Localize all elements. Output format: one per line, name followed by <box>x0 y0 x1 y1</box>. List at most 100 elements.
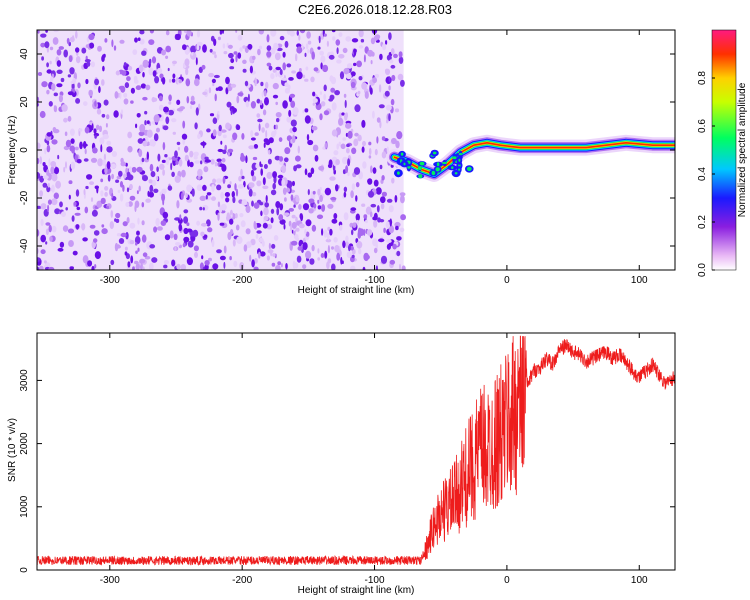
signal-blob-core <box>417 165 422 171</box>
noise-speck <box>322 64 329 73</box>
noise-speck <box>343 93 347 98</box>
noise-speck <box>260 168 264 176</box>
noise-speck <box>51 83 56 91</box>
noise-speck <box>388 205 394 213</box>
noise-speck <box>344 99 347 109</box>
noise-speck <box>239 47 243 52</box>
noise-speck <box>250 238 256 246</box>
noise-speck <box>317 248 320 254</box>
noise-speck <box>211 51 216 55</box>
noise-speck <box>156 127 160 133</box>
noise-speck <box>130 255 134 264</box>
noise-speck <box>401 265 406 270</box>
noise-speck <box>367 190 375 198</box>
noise-speck <box>270 30 277 37</box>
noise-speck <box>345 235 349 243</box>
noise-speck <box>272 171 277 179</box>
noise-speck <box>168 94 172 102</box>
noise-speck <box>176 200 180 209</box>
noise-speck <box>264 122 270 129</box>
noise-speck <box>314 154 319 162</box>
noise-speck <box>378 84 382 93</box>
noise-speck <box>52 37 59 45</box>
noise-speck <box>126 187 130 193</box>
noise-speck <box>342 137 347 141</box>
noise-speck <box>93 238 98 243</box>
noise-speck <box>398 51 403 58</box>
noise-speck <box>171 171 175 177</box>
noise-speck <box>291 240 298 246</box>
noise-speck <box>100 144 103 153</box>
noise-speck <box>102 134 109 140</box>
noise-speck <box>149 244 156 249</box>
noise-speck <box>114 218 117 222</box>
noise-speck <box>265 195 268 203</box>
noise-speck <box>91 240 97 249</box>
noise-speck <box>354 132 359 137</box>
noise-speck <box>141 234 147 243</box>
noise-speck <box>135 263 140 270</box>
noise-speck <box>106 140 112 146</box>
noise-speck <box>229 66 235 70</box>
noise-speck <box>298 34 301 41</box>
noise-speck <box>46 132 52 137</box>
noise-speck <box>225 87 229 95</box>
spectrogram-ytick-label: 0 <box>19 147 30 153</box>
noise-speck <box>255 163 259 169</box>
noise-speck <box>351 183 356 191</box>
noise-speck <box>386 54 392 61</box>
noise-speck <box>190 45 197 54</box>
noise-speck <box>50 166 55 175</box>
noise-speck <box>183 216 189 224</box>
noise-speck <box>249 65 253 74</box>
noise-speck <box>136 166 143 173</box>
noise-speck <box>97 158 103 167</box>
noise-speck <box>48 101 53 107</box>
noise-speck <box>341 112 345 116</box>
noise-speck <box>45 222 51 226</box>
noise-speck <box>156 166 159 172</box>
noise-speck <box>312 190 316 195</box>
noise-speck <box>330 177 335 181</box>
noise-speck <box>336 59 342 64</box>
noise-speck <box>396 250 401 257</box>
noise-speck <box>139 258 146 264</box>
noise-speck <box>132 49 138 55</box>
noise-speck <box>350 207 357 211</box>
noise-speck <box>275 101 279 106</box>
noise-speck <box>324 250 328 259</box>
noise-speck <box>94 251 101 260</box>
noise-speck <box>169 230 174 239</box>
noise-speck <box>326 40 329 47</box>
noise-speck <box>196 184 203 191</box>
noise-speck <box>47 199 52 205</box>
noise-speck <box>122 221 128 227</box>
noise-speck <box>77 82 81 89</box>
noise-speck <box>217 201 221 208</box>
noise-speck <box>358 228 365 236</box>
colorbar-tick-label: 0.6 <box>697 119 708 133</box>
noise-speck <box>302 109 305 114</box>
noise-speck <box>262 222 268 229</box>
noise-speck <box>236 124 241 130</box>
noise-speck <box>342 240 346 249</box>
noise-speck <box>266 51 272 58</box>
noise-speck <box>386 198 393 203</box>
noise-speck <box>222 149 227 155</box>
noise-speck <box>227 44 233 49</box>
noise-speck <box>325 238 332 243</box>
noise-speck <box>148 67 154 76</box>
spectrogram-ylabel: Frequency (Hz) <box>7 116 18 185</box>
noise-speck <box>368 155 372 159</box>
noise-speck <box>367 178 373 185</box>
noise-speck <box>361 203 366 207</box>
noise-speck <box>227 148 234 153</box>
noise-speck <box>221 157 226 163</box>
noise-speck <box>89 42 95 49</box>
noise-speck <box>75 98 81 104</box>
noise-speck <box>190 100 196 105</box>
noise-speck <box>186 184 193 193</box>
noise-speck <box>139 30 145 35</box>
noise-speck <box>69 67 75 75</box>
noise-speck <box>347 158 351 167</box>
